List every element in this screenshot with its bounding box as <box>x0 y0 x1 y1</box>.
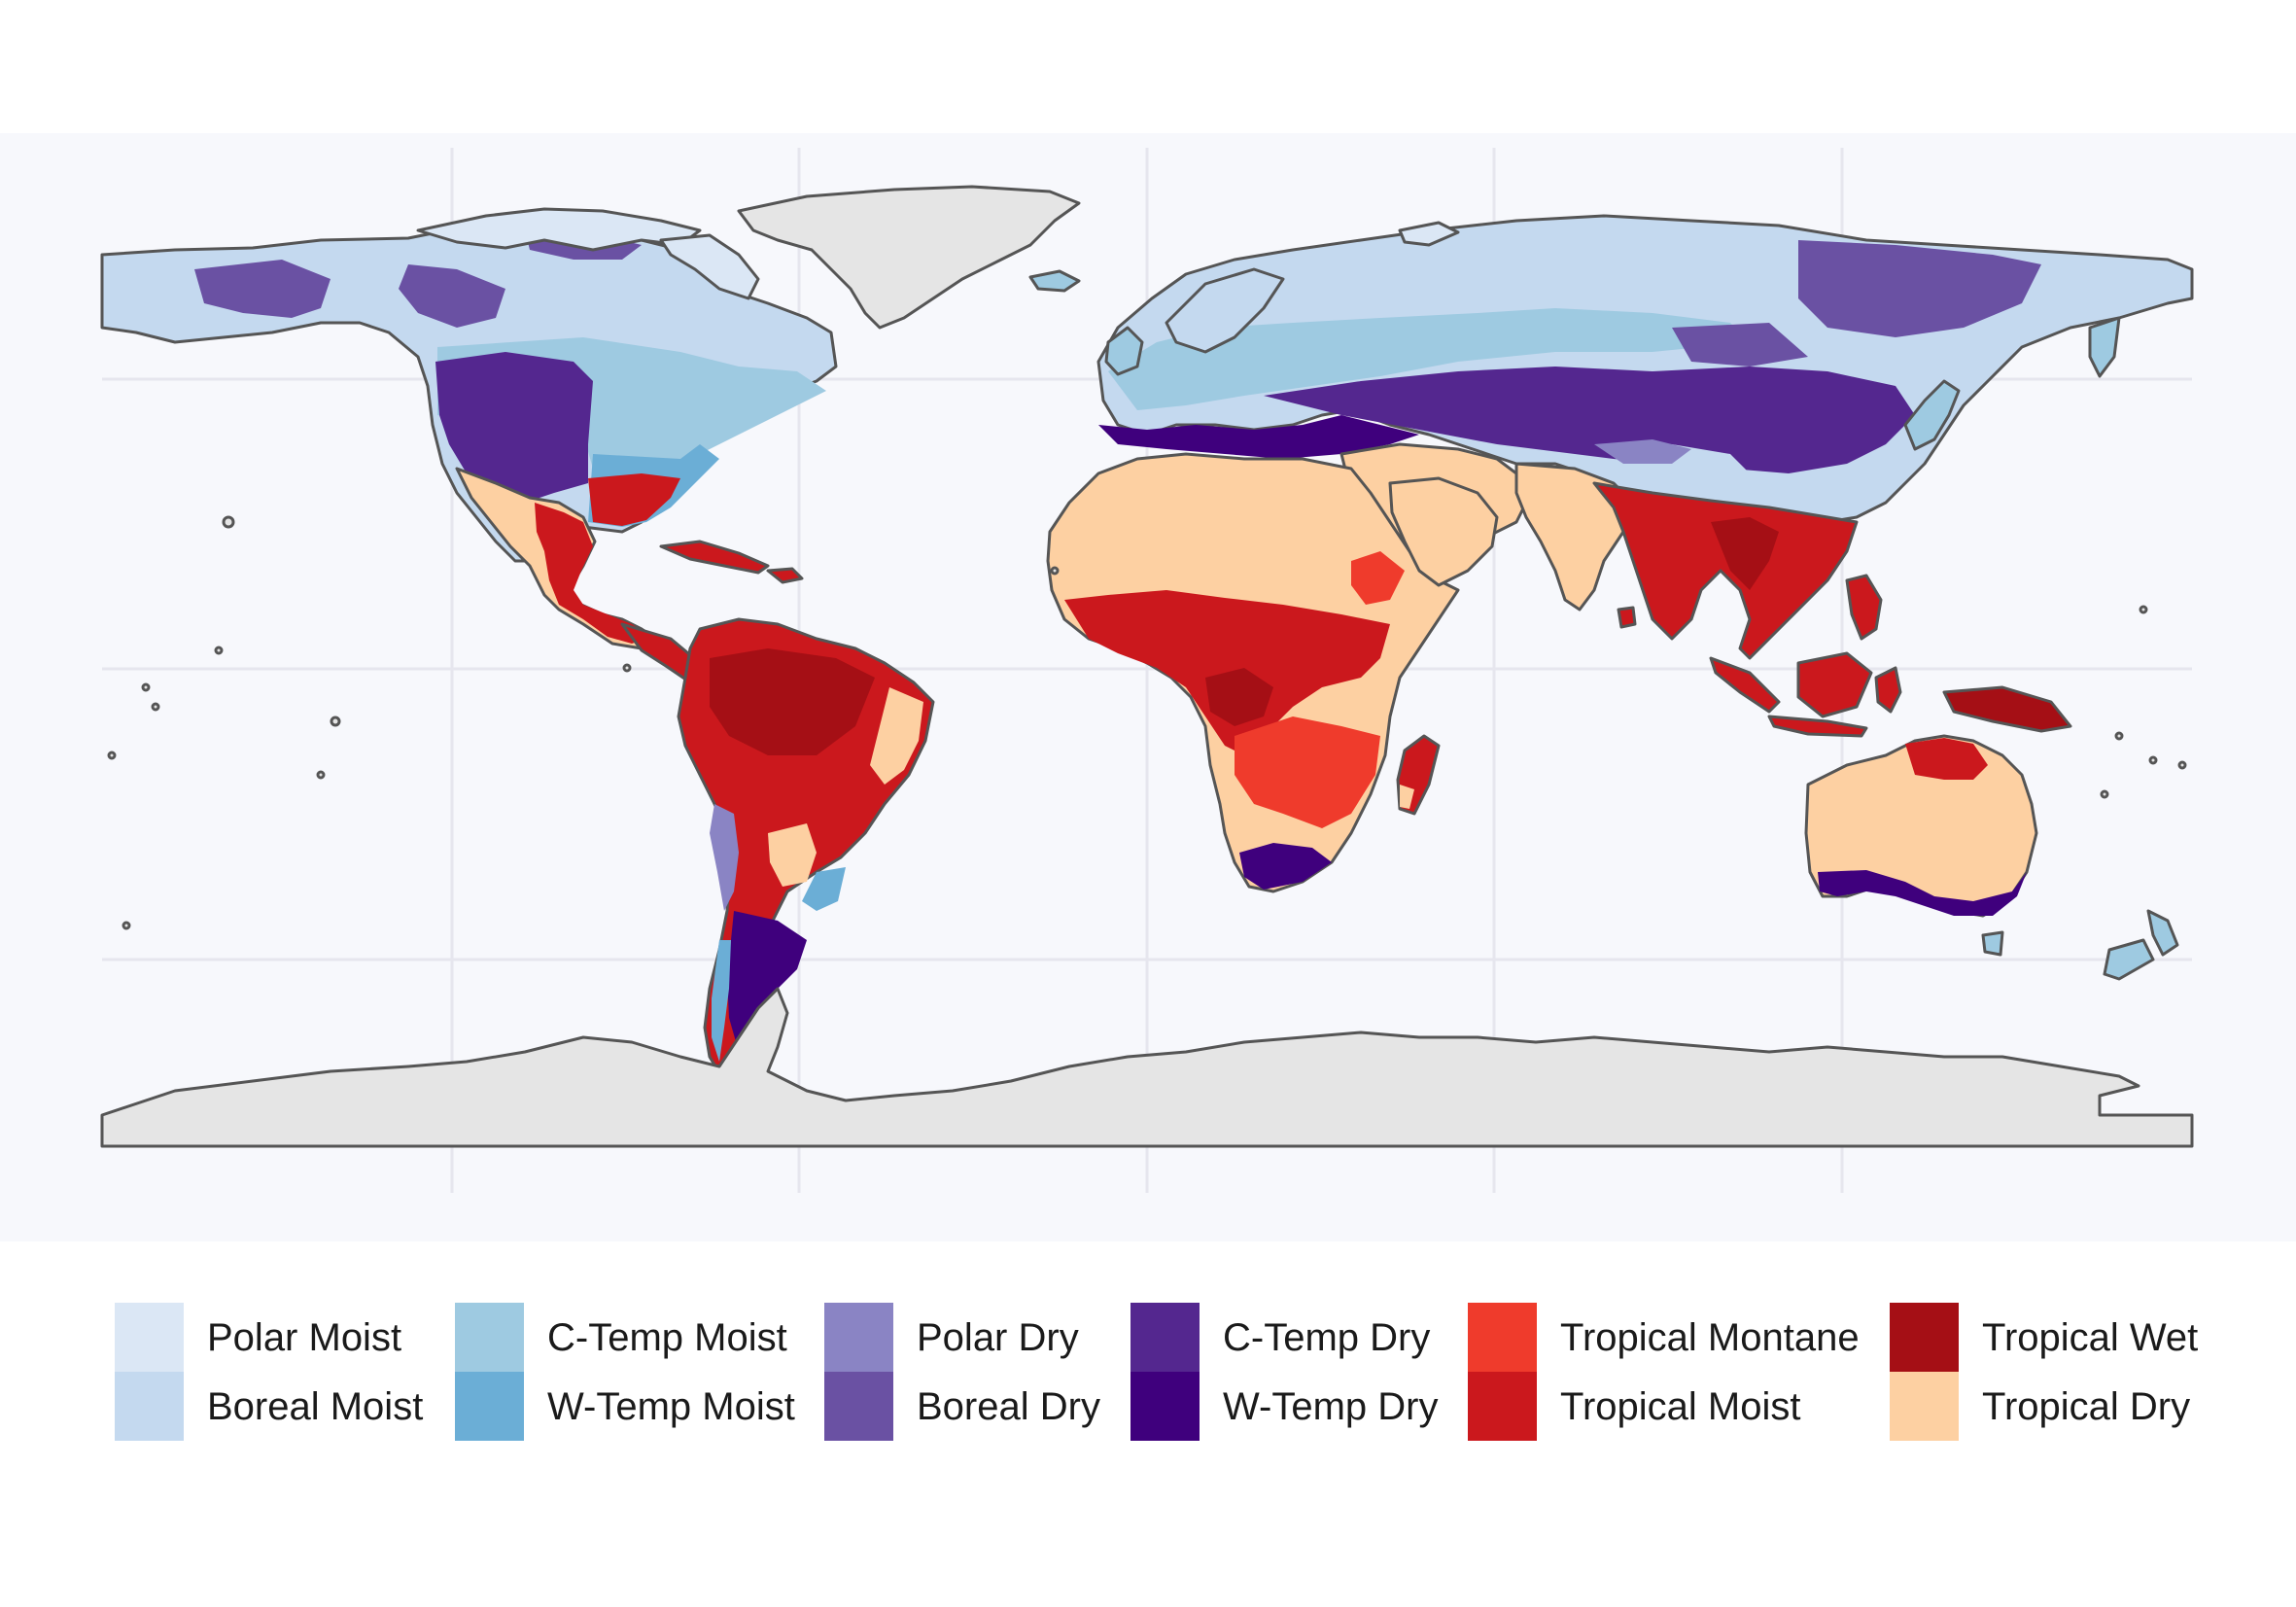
north-america-boreal-dry <box>194 230 642 328</box>
pacific-islands <box>107 515 2187 930</box>
legend-swatch-ctemp-moist <box>455 1303 524 1372</box>
australia <box>1804 734 2179 981</box>
uk-ireland <box>1104 326 1144 376</box>
madagascar-dry <box>1400 785 1414 809</box>
north-america-ctemp-dry <box>435 352 593 503</box>
legend-swatch-tropical-wet <box>1890 1303 1959 1372</box>
island <box>151 702 160 712</box>
africa <box>1046 452 1460 893</box>
world-climate-map <box>0 133 2296 1241</box>
island <box>1050 566 1060 576</box>
southeast-asia-tropical-wet <box>1711 517 1779 590</box>
island <box>107 751 117 760</box>
novaya-zemlya <box>1398 221 1460 247</box>
greenland <box>737 185 1081 330</box>
new-zealand-north <box>2146 909 2179 957</box>
legend-swatch-wtemp-dry <box>1131 1372 1200 1441</box>
sulawesi <box>1874 666 1902 714</box>
legend-swatch-tropical-moist <box>1468 1372 1537 1441</box>
iceland <box>1028 269 1081 293</box>
hispaniola <box>766 567 804 584</box>
eurasia <box>1096 214 2194 660</box>
legend-swatch-wtemp-moist <box>455 1372 524 1441</box>
legend-label: Polar Moist <box>207 1316 402 1359</box>
congo-tropical-wet <box>1205 668 1273 726</box>
arabia <box>1388 476 1499 587</box>
legend-swatch-boreal-dry <box>824 1372 893 1441</box>
sumatra <box>1709 656 1781 714</box>
legend-label: Tropical Wet <box>1982 1316 2199 1359</box>
island <box>2100 789 2109 799</box>
legend-label: Polar Dry <box>917 1316 1079 1359</box>
philippines <box>1845 574 1883 641</box>
mexico-tropical <box>535 503 651 644</box>
island <box>622 663 632 673</box>
antarctica <box>100 987 2194 1148</box>
southern-brazil-wtemp-moist <box>802 867 846 911</box>
legend-label: Boreal Moist <box>207 1385 424 1428</box>
kamchatka <box>2088 316 2121 378</box>
legend-swatch-polar-dry <box>824 1303 893 1372</box>
tibet-polar-dry <box>1594 439 1691 464</box>
map-panel <box>0 133 2296 1241</box>
legend-swatch-tropical-dry <box>1890 1372 1959 1441</box>
legend-label: Boreal Dry <box>917 1385 1100 1428</box>
legend-label: W-Temp Dry <box>1223 1385 1439 1428</box>
borneo <box>1796 651 1873 718</box>
chaco-tropical-dry <box>768 823 817 887</box>
amazon-tropical-wet <box>710 648 875 755</box>
arabia-landmass <box>1388 476 1499 587</box>
asia-ctemp-dry <box>1264 367 1915 473</box>
scandinavia <box>1165 267 1285 354</box>
island <box>2177 760 2187 770</box>
legend-label: Tropical Dry <box>1982 1385 2191 1428</box>
legend-swatch-polar-moist <box>115 1303 184 1372</box>
maritime-southeast-asia <box>1709 574 2072 738</box>
legend: Polar Moist Boreal Moist C-Temp Moist W-… <box>0 1303 2296 1458</box>
island <box>122 921 131 930</box>
island <box>2139 605 2148 614</box>
chile-moist <box>712 940 731 1062</box>
australia-wtemp-dry <box>1818 870 2027 916</box>
asia-boreal-dry <box>1672 240 2041 367</box>
south-africa-wtemp-dry <box>1239 843 1332 890</box>
island <box>316 770 326 780</box>
antarctica-landmass <box>100 987 2194 1148</box>
cuba <box>659 540 770 575</box>
island <box>214 646 224 655</box>
new-zealand-south <box>2103 938 2155 981</box>
legend-swatch-ctemp-dry <box>1131 1303 1200 1372</box>
baffin-island <box>659 233 760 300</box>
mediterranean-wtemp-dry <box>1098 415 1419 459</box>
europe-ctemp-moist <box>1108 308 1750 410</box>
africa-tropical-montane <box>1235 716 1380 828</box>
island <box>2148 755 2158 765</box>
legend-label: C-Temp Moist <box>547 1316 787 1359</box>
sri-lanka <box>1617 606 1637 629</box>
legend-swatch-tropical-montane <box>1468 1303 1537 1372</box>
southeast-asia-tropical-moist <box>1592 481 1859 660</box>
legend-label: C-Temp Dry <box>1223 1316 1431 1359</box>
japan <box>1903 379 1961 451</box>
north-america-tropical-moist <box>588 473 680 526</box>
ethiopia-montane <box>1351 551 1405 605</box>
tasmania <box>1981 930 2004 957</box>
legend-label: Tropical Moist <box>1560 1385 1801 1428</box>
island <box>222 515 235 529</box>
java <box>1767 715 1868 738</box>
andes-montane <box>710 804 739 911</box>
legend-label: W-Temp Moist <box>547 1385 795 1428</box>
island <box>141 682 151 692</box>
legend-label: Tropical Montane <box>1560 1316 1860 1359</box>
legend-swatch-boreal-moist <box>115 1372 184 1441</box>
australia-tropical-moist <box>1905 738 1988 780</box>
island <box>2114 731 2124 741</box>
brazil-tropical-dry <box>870 687 923 785</box>
new-guinea <box>1942 685 2072 733</box>
island <box>330 716 341 727</box>
